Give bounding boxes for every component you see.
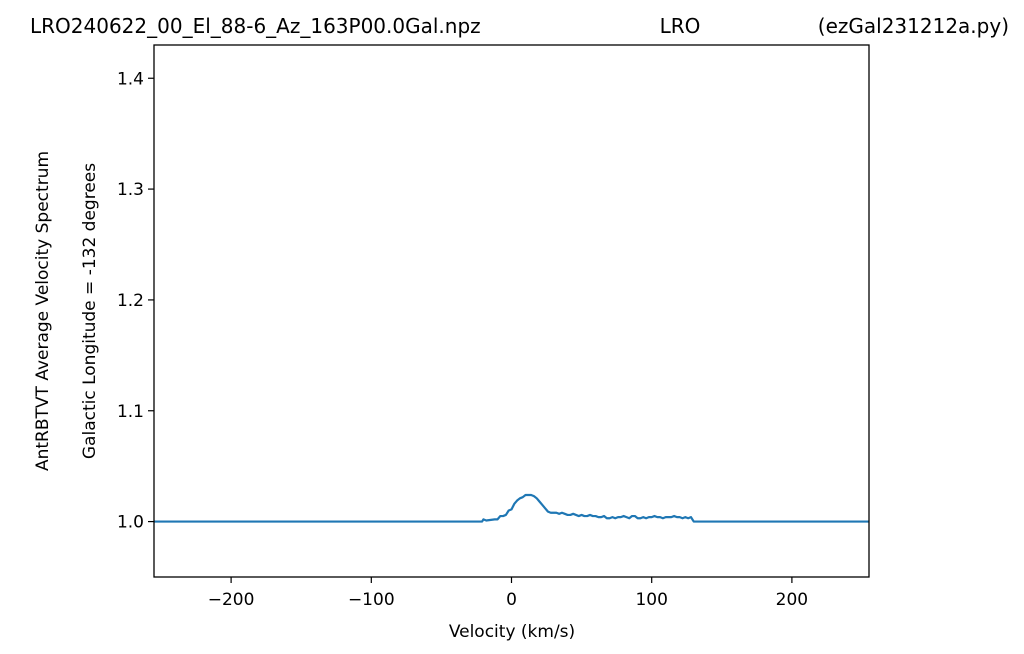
y-tick-label: 1.3 xyxy=(117,180,144,200)
plot-frame xyxy=(153,44,870,578)
x-axis: −200 −100 0 100 200 xyxy=(208,577,808,610)
y-tick-label: 1.4 xyxy=(117,69,144,89)
x-tick-label: 100 xyxy=(635,590,667,610)
y-axis-label-line2: Galactic Longitude = -132 degrees xyxy=(80,163,100,459)
y-axis-label-line1: AntRBTVT Average Velocity Spectrum xyxy=(33,151,53,471)
plot-area xyxy=(154,493,869,523)
header-observatory: LRO xyxy=(660,14,701,38)
y-tick-label: 1.1 xyxy=(117,402,144,422)
x-axis-label: Velocity (km/s) xyxy=(449,622,575,642)
y-tick-label: 1.2 xyxy=(117,291,144,311)
header-script: (ezGal231212a.py) xyxy=(818,14,1009,38)
x-tick-label: 200 xyxy=(776,590,808,610)
header-filename: LRO240622_00_El_88-6_Az_163P00.0Gal.npz xyxy=(30,14,481,38)
x-tick-label: 0 xyxy=(506,590,517,610)
y-axis: 1.0 1.1 1.2 1.3 1.4 xyxy=(117,69,154,533)
x-tick-label: −200 xyxy=(208,590,255,610)
series-line-0 xyxy=(154,493,869,523)
x-tick-label: −100 xyxy=(348,590,395,610)
y-tick-label: 1.0 xyxy=(117,513,144,533)
